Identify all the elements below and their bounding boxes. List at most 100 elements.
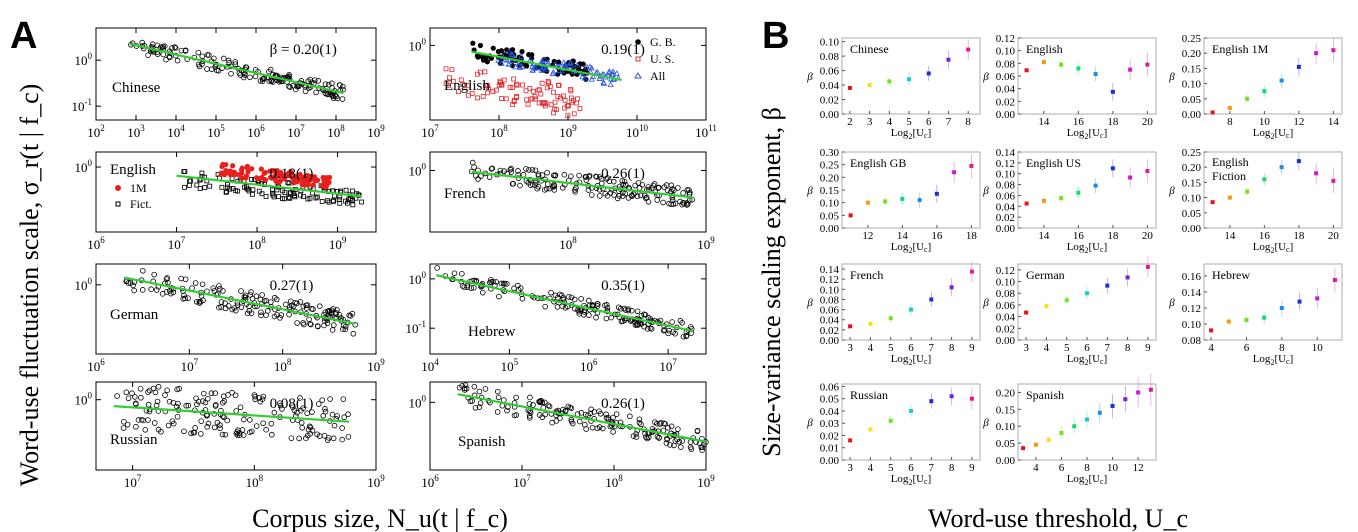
data-point [513,394,519,401]
data-point [315,401,322,407]
y-tick-label: 0.06 [996,190,1016,202]
y-tick-label: 0.12 [820,274,839,286]
data-point [181,169,187,174]
data-point [316,303,323,310]
data-point [567,62,575,69]
panel-b-x-axis-label: Word-use threshold, U_c [928,504,1188,532]
data-point [238,167,245,173]
data-point [1210,200,1215,205]
data-point [587,410,594,417]
x-tick-label: 106 [247,123,265,140]
data-point [145,389,151,395]
x-tick-label: 107 [513,473,531,490]
data-point [498,82,504,87]
data-point [496,293,502,300]
data-point [632,182,638,189]
data-point [1021,446,1026,451]
data-point [277,402,284,409]
legend-label: All [650,69,666,83]
data-point [1148,387,1153,392]
data-point [679,438,686,444]
data-point [247,292,253,298]
beta-axis-label: β [806,297,813,309]
y-tick-label: 0.00 [996,109,1016,121]
data-point [529,63,536,70]
y-tick-label: 0.10 [996,169,1016,181]
data-point [648,326,655,332]
data-point [292,86,299,93]
data-point [533,64,540,71]
data-point [251,392,258,398]
data-point [259,292,265,298]
y-tick-label: 0.04 [820,315,840,327]
data-point [547,84,553,89]
data-point [485,90,490,96]
data-point [259,191,265,197]
y-tick-label: 0.00 [996,223,1016,235]
data-point [267,174,274,181]
data-point [287,195,293,201]
data-point [216,304,222,311]
data-point [324,320,331,326]
fit-line [471,170,693,199]
data-point [518,53,525,59]
data-point [327,396,333,402]
data-point [536,100,542,106]
x-tick-label: 6 [1244,342,1250,354]
data-point [137,386,144,392]
legend-marker [115,185,121,191]
language-label: Chinese [850,42,889,56]
data-point [1245,189,1250,194]
data-point [221,393,227,400]
plot-frame [841,37,981,115]
y-tick-label: 0.30 [820,147,840,159]
data-point [644,435,650,442]
data-point [532,94,538,99]
data-point [343,187,349,193]
data-point [539,80,545,86]
y-tick-label: 0.06 [996,300,1016,312]
data-point [174,57,181,64]
y-tick-label: 0.02 [996,96,1015,108]
y-tick-label: 100 [75,276,93,293]
data-point [270,187,275,193]
data-point [546,403,553,410]
y-tick-label: 0.08 [1182,335,1202,347]
data-point [307,321,313,327]
data-point [552,292,559,299]
language-label: French [444,186,486,202]
data-point [596,424,603,430]
data-point [450,78,456,84]
data-point [867,83,872,88]
x-tick-label: 108 [248,235,266,252]
x-axis-label: Log2[Uc] [891,241,932,255]
beta-value-label: 0.26(1) [601,166,645,182]
data-point [638,421,644,428]
data-point [449,67,455,73]
language-label: German [110,307,159,323]
data-point [308,79,315,86]
data-point [490,89,496,95]
data-point [1244,318,1249,322]
data-point [480,54,486,61]
data-point [1315,296,1320,301]
data-point [469,159,476,166]
data-point [233,188,239,194]
y-tick-label: 0.10 [996,277,1016,289]
data-point [520,82,525,88]
data-point [258,166,264,172]
beta-axis-label: β [982,185,989,197]
data-point [1105,283,1110,288]
x-tick-label: 18 [1293,230,1305,242]
data-point [259,78,266,84]
data-point [579,73,586,80]
data-point [262,169,268,176]
data-point [350,188,355,194]
fit-line [113,405,350,423]
data-point [655,185,662,191]
data-point [301,194,306,199]
data-point [121,418,127,425]
data-point [678,444,684,450]
y-tick-label: 0.12 [996,158,1015,170]
